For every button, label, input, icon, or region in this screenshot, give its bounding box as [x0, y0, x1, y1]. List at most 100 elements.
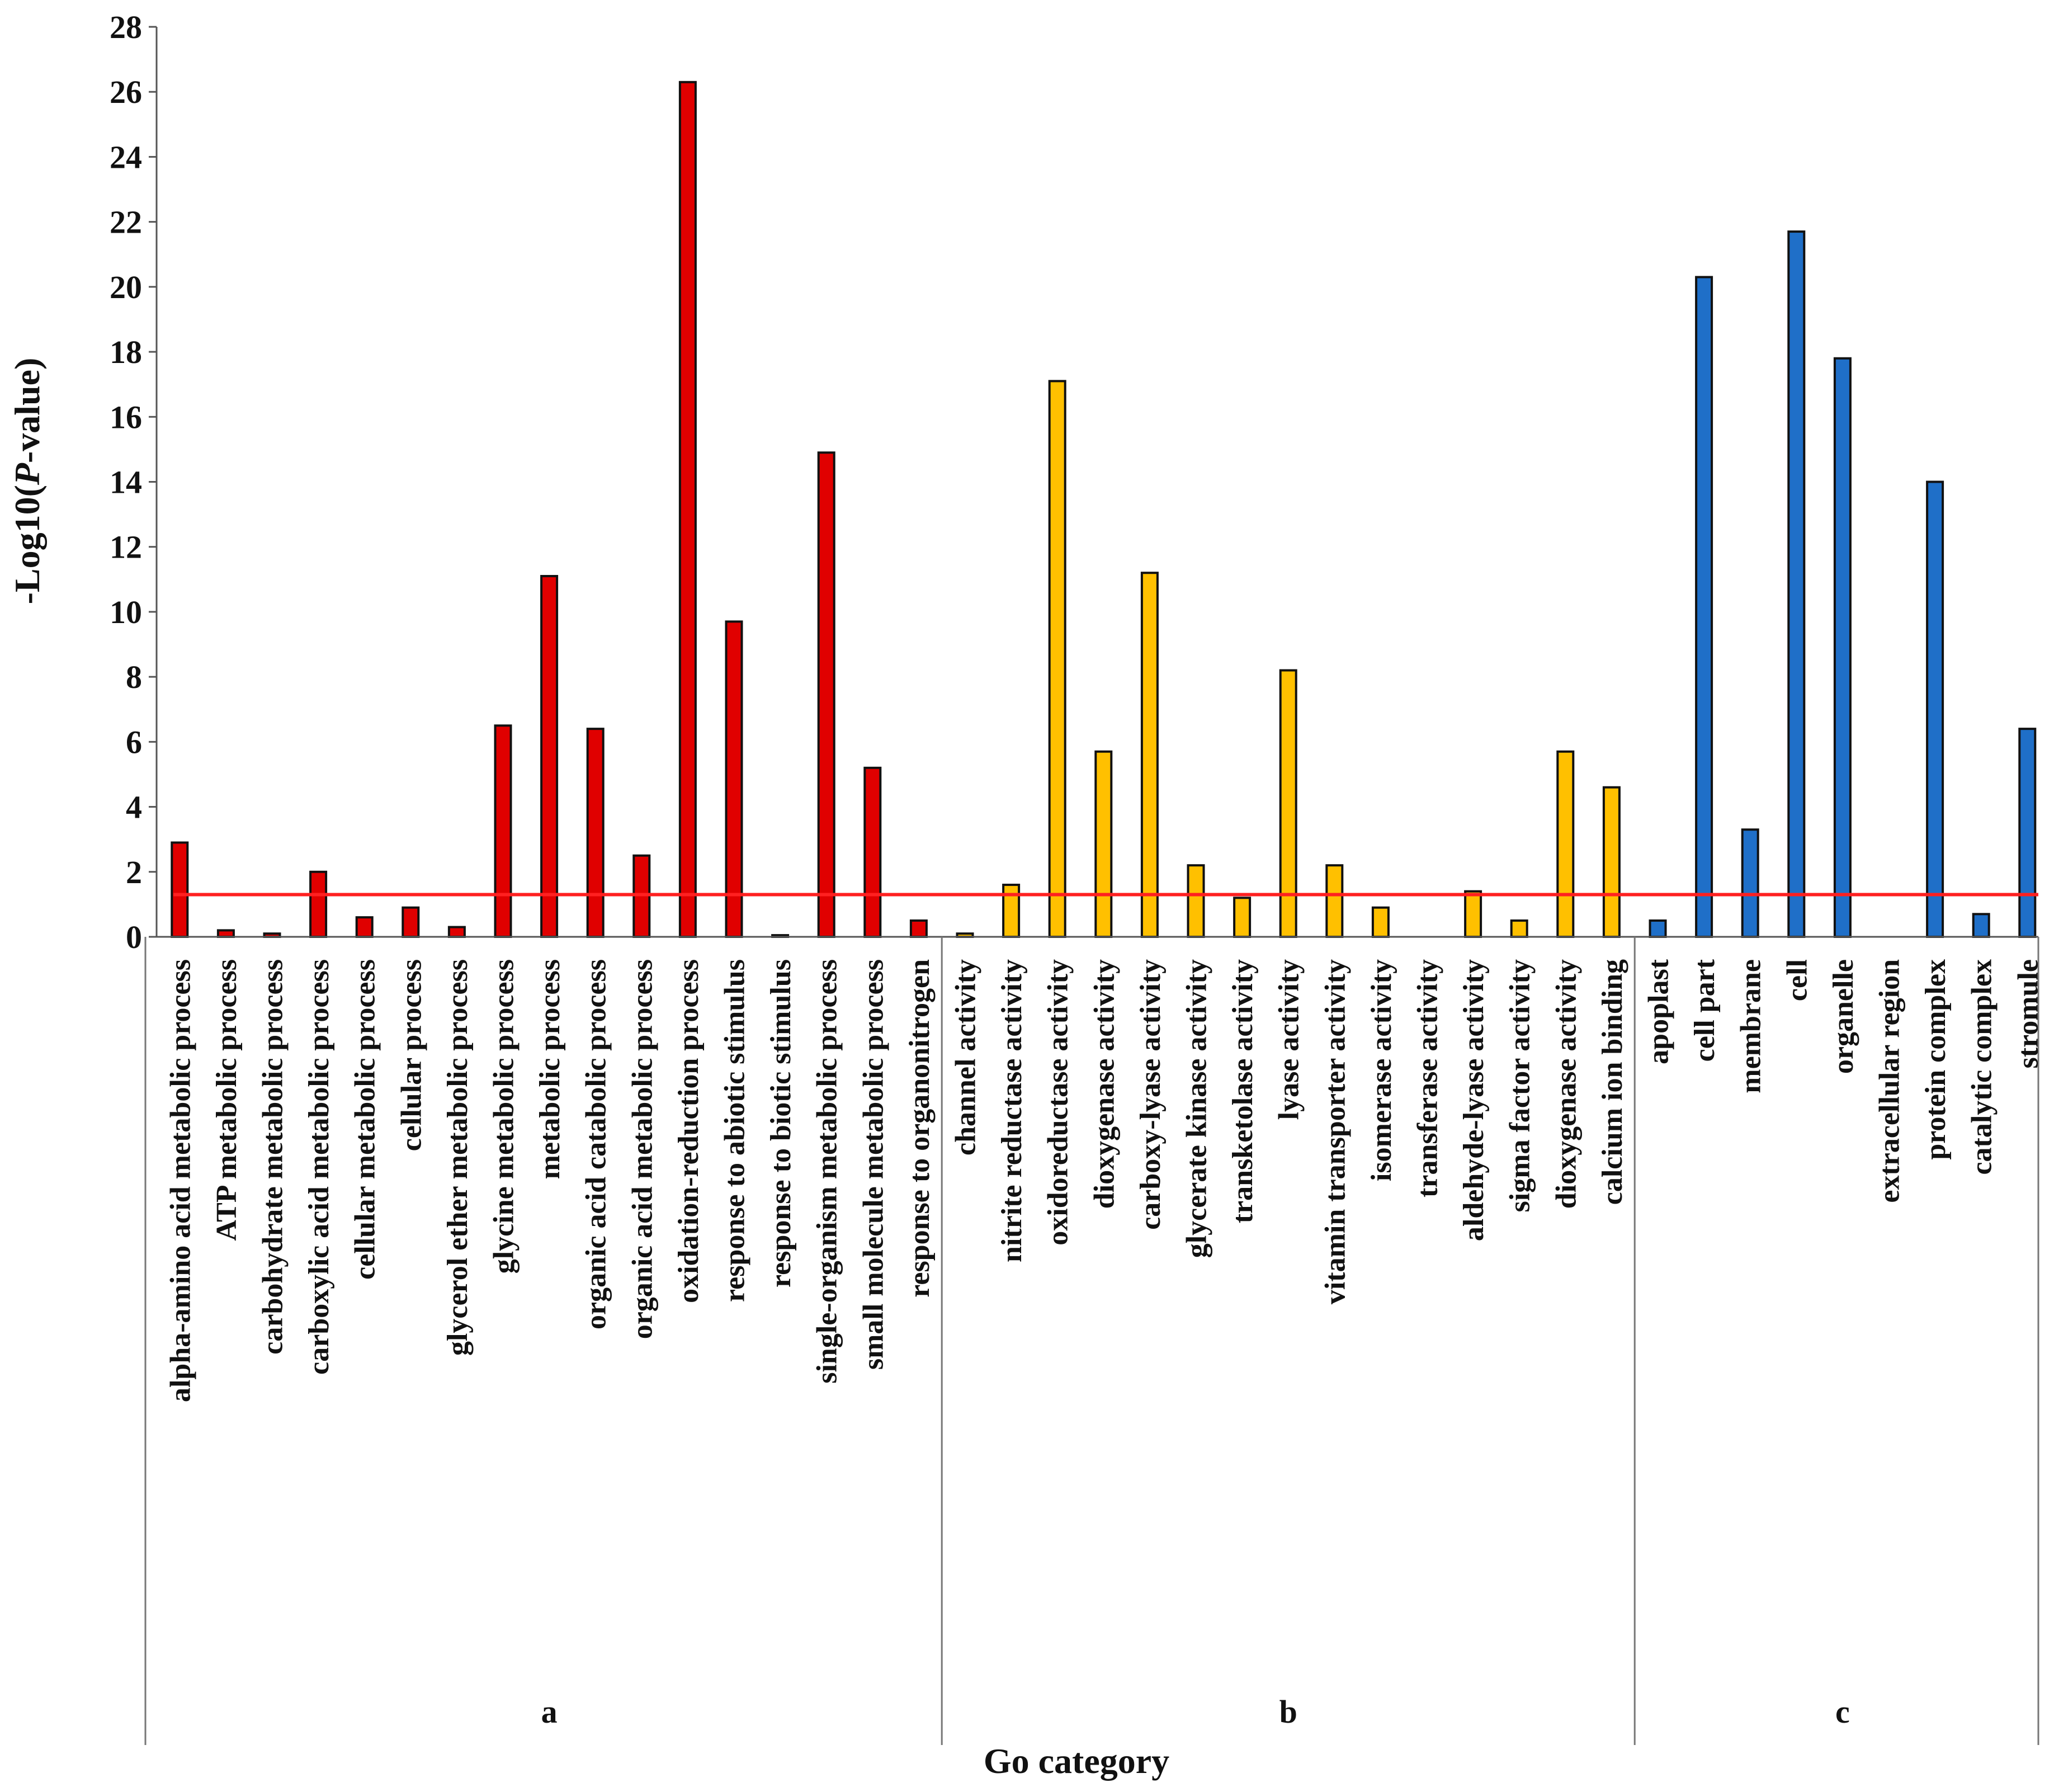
y-tick-label: 16 — [110, 399, 142, 435]
category-label: extracellular region — [1874, 959, 1906, 1203]
x-axis-title: Go category — [984, 1741, 1169, 1781]
category-label: oxidation-reduction process — [673, 959, 705, 1303]
category-label: small molecule metabolic process — [857, 959, 889, 1370]
bar-c — [1649, 919, 1667, 938]
category-label: apoplast — [1643, 959, 1675, 1064]
bar-b — [1048, 380, 1066, 938]
bar-b — [1279, 669, 1297, 939]
bar-b — [1602, 786, 1621, 938]
bar-b — [1371, 906, 1390, 939]
category-label: lyase activity — [1273, 959, 1305, 1120]
bar-c — [1787, 230, 1806, 939]
category-label: nitrite reductase activity — [996, 959, 1028, 1262]
y-axis-title: -Log10(P-value) — [7, 358, 47, 605]
y-tick-label: 4 — [126, 789, 142, 826]
category-label: carbohydrate metabolic process — [257, 959, 289, 1355]
bars — [171, 81, 2037, 939]
category-label: response to organonitrogen — [904, 959, 936, 1298]
y-tick-label: 0 — [126, 919, 142, 955]
bar-c — [1972, 913, 1990, 938]
category-label: response to abiotic stimulus — [719, 959, 751, 1302]
bar-b — [1140, 572, 1159, 938]
bar-c — [1741, 828, 1759, 939]
x-axis: alpha-amino acid metabolic process ATP me… — [144, 936, 2044, 1745]
bar-a — [171, 841, 189, 938]
category-label: carboxy-lyase activity — [1135, 959, 1167, 1230]
group-label: b — [1279, 1694, 1297, 1730]
bar-a — [447, 926, 466, 939]
category-label: cellular process — [395, 959, 427, 1151]
category-label: glycine metabolic process — [488, 959, 520, 1274]
bar-c — [2018, 728, 2037, 938]
category-label: glycerate kinase activity — [1181, 959, 1213, 1258]
bar-b — [1187, 864, 1205, 939]
y-tick-label: 24 — [110, 139, 142, 175]
category-label: dioxygenase activity — [1550, 959, 1582, 1209]
category-label: organic acid metabolic process — [626, 959, 658, 1339]
y-tick-label: 22 — [110, 204, 142, 240]
bar-c — [1926, 480, 1944, 938]
category-label: cellular metabolic process — [350, 959, 381, 1280]
category-label: isomerase activity — [1366, 959, 1397, 1181]
group-label: c — [1835, 1694, 1850, 1730]
category-label: glycerol ether metabolic process — [442, 959, 474, 1356]
bar-a — [678, 81, 697, 939]
category-label: organic acid catabolic process — [580, 959, 612, 1329]
bar-a — [309, 870, 328, 939]
bar-b — [1002, 884, 1021, 938]
bar-c — [1833, 357, 1852, 938]
category-label: oxidoreductase activity — [1042, 959, 1074, 1246]
category-label: channel activity — [950, 959, 982, 1156]
category-label: transferase activity — [1412, 959, 1444, 1197]
category-label: aldehyde-lyase activity — [1458, 959, 1490, 1241]
group-label: a — [541, 1694, 558, 1730]
category-label: organelle — [1828, 959, 1859, 1074]
category-label: sigma factor activity — [1504, 959, 1536, 1212]
bar-b — [1510, 919, 1528, 938]
category-label: calcium ion binding — [1597, 959, 1628, 1205]
bar-b — [1094, 750, 1113, 939]
category-label: membrane — [1735, 959, 1767, 1093]
bar-a — [216, 929, 235, 938]
bar-b — [1325, 864, 1344, 939]
bar-a — [909, 919, 928, 938]
category-label: alpha-amino acid metabolic process — [164, 959, 196, 1402]
category-label: metabolic process — [534, 959, 566, 1179]
bar-a — [817, 451, 835, 938]
bar-a — [586, 728, 605, 938]
category-label: carboxylic acid metabolic process — [303, 959, 335, 1375]
category-label: protein complex — [1920, 959, 1952, 1160]
bar-a — [863, 766, 882, 939]
y-tick-label: 18 — [110, 334, 142, 370]
category-label: cell — [1781, 959, 1813, 1001]
y-tick-label: 14 — [110, 464, 142, 501]
y-tick-label: 26 — [110, 74, 142, 110]
category-label: catalytic complex — [1966, 959, 1998, 1175]
category-label: stromule — [2012, 959, 2044, 1068]
bar-a — [725, 620, 743, 938]
y-tick-label: 8 — [126, 659, 142, 695]
y-tick-label: 6 — [126, 724, 142, 760]
bar-b — [1464, 890, 1482, 939]
y-tick-label: 10 — [110, 594, 142, 630]
bar-b — [1233, 897, 1252, 939]
category-label: cell part — [1689, 959, 1721, 1062]
category-label: vitamin transporter activity — [1319, 959, 1351, 1304]
bar-a — [402, 906, 420, 939]
category-label: dioxygenase activity — [1088, 959, 1120, 1209]
category-label: ATP metabolic process — [211, 959, 243, 1241]
category-label: single-organism metabolic process — [811, 959, 843, 1384]
y-tick-label: 20 — [110, 269, 142, 305]
category-label: response to biotic stimulus — [765, 959, 797, 1288]
y-tick-label: 12 — [110, 529, 142, 565]
y-tick-label: 2 — [126, 854, 142, 890]
axis-titles: -Log10(P-value) Go category — [7, 358, 1169, 1781]
y-tick-label: 28 — [110, 9, 142, 45]
bar-c — [1695, 276, 1713, 938]
category-label: transketolase activity — [1227, 959, 1259, 1223]
bar-b — [1556, 750, 1575, 939]
bar-a — [540, 575, 559, 938]
bar-a — [494, 724, 512, 939]
